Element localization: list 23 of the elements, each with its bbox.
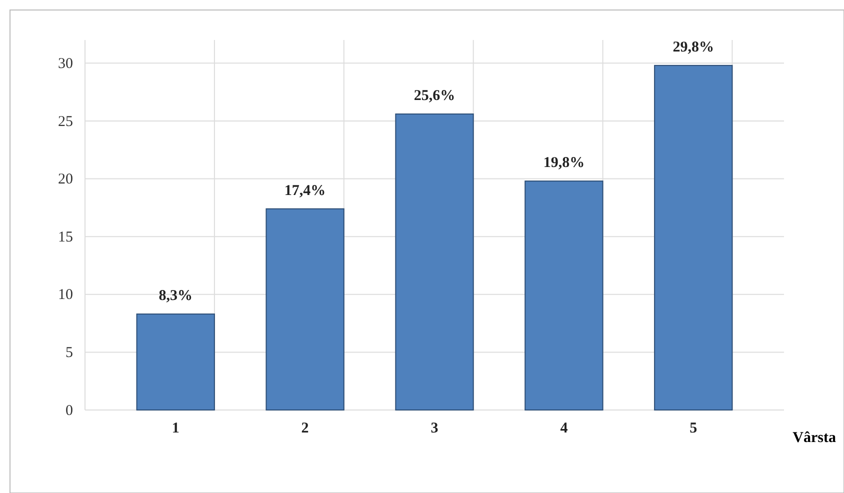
bar: [654, 64, 733, 410]
x-tick-label: 5: [690, 420, 698, 437]
y-tick-label: 15: [58, 229, 73, 246]
bar: [395, 114, 474, 410]
x-tick-label: 2: [301, 420, 309, 437]
bar: [524, 180, 604, 410]
data-label: 29,8%: [672, 39, 714, 56]
x-tick-label: 3: [430, 420, 438, 437]
y-tick-label: 25: [58, 114, 73, 130]
bar: [136, 314, 215, 410]
data-label: 19,8%: [543, 155, 585, 172]
x-tick-label: 4: [560, 420, 568, 437]
data-label: 25,6%: [414, 88, 456, 104]
data-label: 17,4%: [284, 182, 326, 199]
bar: [266, 208, 344, 410]
y-tick-label: 20: [58, 172, 73, 188]
y-tick-label: 5: [66, 344, 73, 361]
y-tick-label: 30: [58, 56, 73, 72]
x-tick-label: 1: [172, 420, 180, 437]
x-axis-title: Vârsta: [792, 430, 836, 446]
data-label: 8,3%: [158, 288, 192, 304]
y-tick-label: 0: [66, 402, 73, 419]
y-tick-label: 10: [58, 287, 73, 304]
